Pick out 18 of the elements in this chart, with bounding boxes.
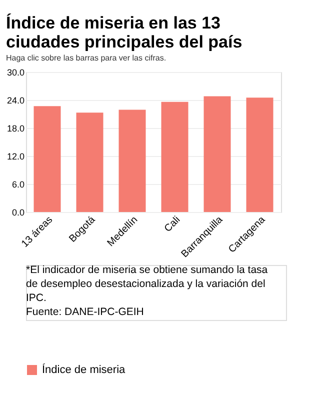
y-tick-label: 12.0 <box>6 152 24 162</box>
y-tick-label: 24.0 <box>6 96 24 106</box>
bar <box>76 112 104 212</box>
chart-subtitle: Haga clic sobre las barras para ver las cifras. <box>6 54 166 62</box>
y-tick-label: 18.0 <box>6 124 24 134</box>
text: *El indicador de miseria se obtiene sumando la tasa de desempleo desestacionalizada y la variación del IPC. <box>26 264 268 304</box>
bar <box>161 102 188 212</box>
y-tick-label: 30.0 <box>6 68 24 78</box>
bar <box>118 110 146 212</box>
x-tick-label: Cali <box>162 214 183 234</box>
legend-label: Índice de miseria <box>42 363 126 376</box>
bar <box>246 98 274 212</box>
y-tick-label: 6.0 <box>12 180 24 190</box>
y-tick-label: 0.0 <box>12 208 24 218</box>
bar <box>34 106 61 212</box>
source-note: Fuente: DANE-IPC-GEIH <box>26 306 144 318</box>
chart-title: Índice de miseria en las 13 ciudades principales del país <box>6 12 242 52</box>
bar <box>204 96 231 212</box>
